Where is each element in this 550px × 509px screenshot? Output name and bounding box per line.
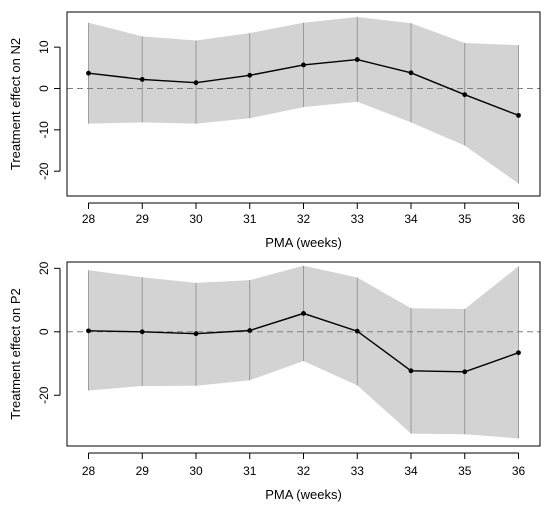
panel-0-plot-frame [66, 11, 541, 197]
panel-0-y-axis-title: Treatment effect on N2 [8, 38, 23, 170]
panel-0-y-tick-label--20: -20 [37, 162, 51, 180]
panel-0-point-33 [354, 57, 360, 62]
panel-0-x-axis-title: PMA (weeks) [265, 235, 342, 250]
panel-1-y-axis-title: Treatment effect on P2 [8, 288, 23, 420]
panel-1-point-29 [139, 329, 145, 335]
panel-0-point-35 [462, 92, 468, 98]
panel-0-x-tick-label-29: 29 [136, 212, 150, 226]
panel-1-x-tick-label-30: 30 [189, 464, 203, 478]
panel-0-point-28 [86, 70, 91, 76]
panel-1-point-36 [516, 350, 521, 356]
panel-1-y-tick-label-20: 20 [37, 261, 51, 275]
panel-1-y-tick-label-0: 0 [37, 328, 51, 335]
panel-1-x-tick-label-34: 34 [404, 464, 418, 478]
panel-1-x-tick-label-33: 33 [351, 464, 365, 478]
panel-0-point-36 [516, 112, 521, 118]
panel-1-point-33 [354, 328, 360, 334]
chart-panel-p2: 28 29 30 31 32 33 34 35 36 -20 0 20 PMA (weeks) Treat… [8, 261, 541, 502]
panel-0-point-29 [139, 76, 145, 82]
panel-0-x-tick-label-34: 34 [404, 212, 418, 226]
panel-0-x-tick-label-36: 36 [512, 212, 526, 226]
panel-1-x-tick-label-35: 35 [458, 464, 472, 478]
panel-1-point-32 [301, 310, 306, 316]
panel-1-x-tick-label-32: 32 [297, 464, 311, 478]
panel-1-x-tick-label-28: 28 [82, 464, 96, 478]
panel-1-point-30 [193, 331, 199, 337]
panel-0-y-tick-label-10: 10 [37, 40, 51, 54]
panel-0-x-tick-label-33: 33 [351, 212, 365, 226]
panel-1-x-tick-label-36: 36 [512, 464, 526, 478]
panel-1-plot-frame [66, 261, 541, 447]
panel-0-x-tick-label-32: 32 [297, 212, 311, 226]
panel-0-x-tick-label-30: 30 [189, 212, 203, 226]
panel-1-x-axis-title: PMA (weeks) [265, 487, 342, 502]
panel-1-point-34 [408, 368, 414, 374]
panel-1-x-tick-label-31: 31 [243, 464, 257, 478]
panel-0-point-31 [247, 72, 253, 78]
panel-1-point-28 [86, 328, 91, 334]
panel-0-point-34 [408, 70, 414, 76]
panel-1-x-tick-label-29: 29 [136, 464, 150, 478]
panel-0-x-tick-label-35: 35 [458, 212, 472, 226]
panel-1-point-31 [247, 328, 253, 333]
panel-0-y-tick-label--10: -10 [37, 121, 51, 139]
panel-1-point-35 [462, 369, 468, 375]
panel-0-point-32 [301, 62, 306, 68]
panel-0-point-30 [193, 80, 199, 86]
panel-0-y-tick-label-0: 0 [37, 85, 51, 92]
panel-0-x-tick-label-31: 31 [243, 212, 257, 226]
chart-panel-n2: 28 29 30 31 32 33 34 35 36 -20 -10 0 10 PMA (weeks) Tr… [8, 11, 541, 250]
panel-0-x-tick-label-28: 28 [82, 212, 96, 226]
panel-1-y-tick-label--20: -20 [37, 386, 51, 404]
